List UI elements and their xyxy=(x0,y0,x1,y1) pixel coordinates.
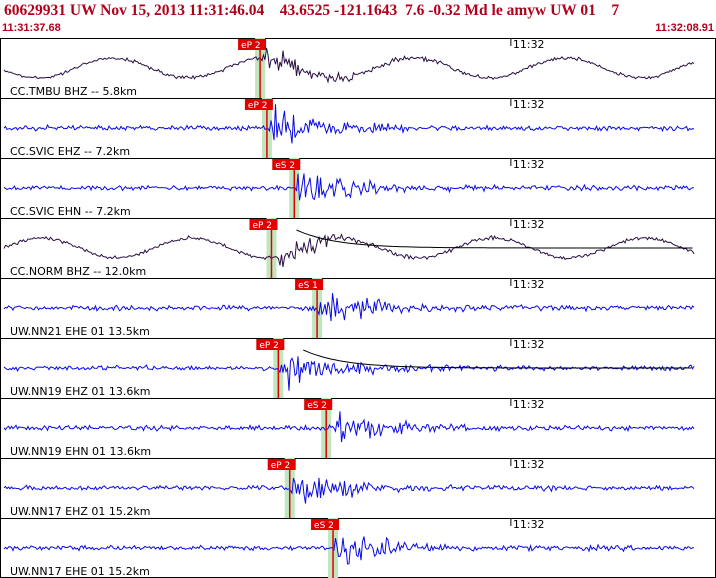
station-label: UW.NN19 EHZ 01 13.6km xyxy=(10,385,150,398)
trace-panel: 11:32 eS 2 UW.NN19 EHN 01 13.6km xyxy=(0,398,716,458)
pick-label: eP 2 xyxy=(252,221,272,231)
pick-label-box xyxy=(295,279,324,290)
plot-header: 60629931 UW Nov 15, 2013 11:31:46.04 43.… xyxy=(0,0,716,38)
pick-label-box xyxy=(272,159,301,170)
pick-label-box xyxy=(249,219,278,230)
waveform-trace xyxy=(3,47,695,84)
station-label: CC.NORM BHZ -- 12.0km xyxy=(10,265,146,278)
station-label: UW.NN19 EHN 01 13.6km xyxy=(10,445,151,458)
pick-label-box xyxy=(267,459,296,470)
plot-frame xyxy=(0,38,716,578)
pick-label: eS 2 xyxy=(314,521,334,531)
pick-label: eS 2 xyxy=(307,401,327,411)
coda-fit-curve xyxy=(296,229,693,249)
trace-panel: 11:32 eP 2 CC.SVIC EHZ -- 7.2km xyxy=(0,98,716,158)
pick-label-box xyxy=(256,339,285,350)
pick-label-box xyxy=(311,519,340,530)
trace-panel: 11:32 eS 2 CC.SVIC EHN -- 7.2km xyxy=(0,158,716,218)
pick-label-box xyxy=(304,399,333,410)
trace-panel: 11:32 eS 1 UW.NN21 EHE 01 13.5km xyxy=(0,278,716,338)
station-label: CC.TMBU BHZ -- 5.8km xyxy=(10,85,137,98)
seismogram-plot: 11:32 eP 2 CC.TMBU BHZ -- 5.8km 11:32 eP 2 CC… xyxy=(0,38,716,578)
minute-tick-label: 11:32 xyxy=(513,458,545,471)
pick-label: eP 2 xyxy=(248,101,268,111)
waveform-trace xyxy=(3,536,694,565)
coda-fit-curve xyxy=(303,349,692,369)
trace-panel: 11:32 eS 2 UW.NN17 EHE 01 15.2km xyxy=(0,518,716,578)
waveform-trace xyxy=(3,477,695,504)
trace-panel: 11:32 eP 2 CC.NORM BHZ -- 12.0km xyxy=(0,218,716,278)
trace-panel: 11:32 eP 2 UW.NN17 EHZ 01 15.2km xyxy=(0,458,716,518)
waveform-trace xyxy=(3,173,695,201)
station-label: UW.NN17 EHE 01 15.2km xyxy=(10,565,150,578)
pick-label-box xyxy=(238,39,267,50)
trace-panel: 11:32 eP 2 CC.TMBU BHZ -- 5.8km xyxy=(3,38,695,98)
minute-tick-label: 11:32 xyxy=(513,98,545,111)
minute-tick-label: 11:32 xyxy=(513,218,545,231)
minute-tick-label: 11:32 xyxy=(513,158,545,171)
minute-tick-label: 11:32 xyxy=(513,518,545,531)
waveform-trace xyxy=(3,293,695,322)
pick-label-box xyxy=(244,99,273,110)
trace-panel: 11:32 eP 2 UW.NN19 EHZ 01 13.6km xyxy=(0,338,716,398)
minute-tick-label: 11:32 xyxy=(513,278,545,291)
waveform-trace xyxy=(3,233,695,267)
station-label: CC.SVIC EHZ -- 7.2km xyxy=(10,145,130,158)
waveform-trace xyxy=(3,104,695,144)
station-label: UW.NN17 EHZ 01 15.2km xyxy=(10,505,150,518)
window-start-time: 11:31:37.68 xyxy=(2,22,61,34)
minute-tick-label: 11:32 xyxy=(513,38,545,51)
pick-label: eP 2 xyxy=(271,461,291,471)
minute-tick-label: 11:32 xyxy=(513,398,545,411)
pick-label: eP 2 xyxy=(241,41,261,51)
station-label: UW.NN21 EHE 01 13.5km xyxy=(10,325,150,338)
window-end-time: 11:32:08.91 xyxy=(655,22,714,34)
pick-label: eP 2 xyxy=(259,341,279,351)
minute-tick-label: 11:32 xyxy=(513,338,545,351)
station-label: CC.SVIC EHN -- 7.2km xyxy=(10,205,131,218)
waveform-trace xyxy=(3,411,695,443)
pick-label: eS 1 xyxy=(298,281,318,291)
event-title: 60629931 UW Nov 15, 2013 11:31:46.04 43.… xyxy=(4,2,620,19)
pick-label: eS 2 xyxy=(275,161,295,171)
